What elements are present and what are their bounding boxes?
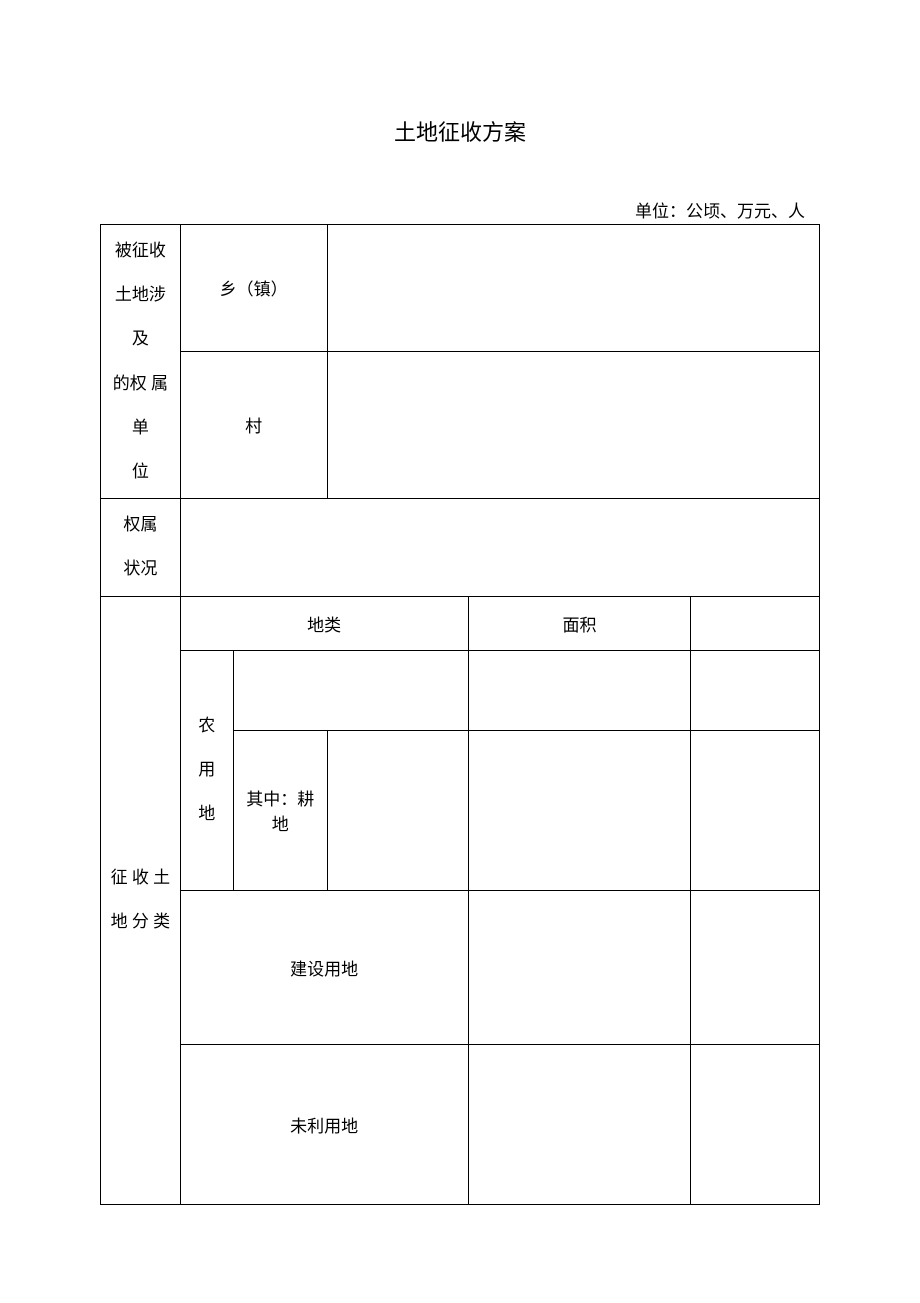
land-classification-label: 征 收 土 地 分 类 (101, 596, 181, 1204)
township-value (327, 225, 819, 352)
agri-row2-type: 其中：耕地 (233, 730, 327, 890)
ownership-status-value (180, 499, 819, 596)
area-header: 面积 (468, 596, 691, 650)
unit-label: 单位：公顷、万元、人 (100, 197, 820, 222)
table-row: 建设用地 (101, 890, 820, 1044)
agricultural-label: 农 用 地 (180, 650, 233, 890)
land-acquisition-table: 被征收 土地涉 及 的权 属单 位 乡（镇） 村 权属 状况 征 收 土 地 分 (100, 224, 820, 1205)
table-row: 农 用 地 (101, 650, 820, 730)
agri-row1-type (233, 650, 468, 730)
table-row: 未利用地 (101, 1044, 820, 1204)
construction-col3 (691, 890, 820, 1044)
landtype-header: 地类 (180, 596, 468, 650)
agri-row1-area (468, 650, 691, 730)
construction-label: 建设用地 (180, 890, 468, 1044)
col3-header (691, 596, 820, 650)
agri-row1-col3 (691, 650, 820, 730)
ownership-status-label: 权属 状况 (101, 499, 181, 596)
table-row: 村 (101, 351, 820, 498)
unused-label: 未利用地 (180, 1044, 468, 1204)
township-label: 乡（镇） (180, 225, 327, 352)
agri-row2-type-extra (327, 730, 468, 890)
table-row: 权属 状况 (101, 499, 820, 596)
village-label: 村 (180, 351, 327, 498)
table-row: 被征收 土地涉 及 的权 属单 位 乡（镇） (101, 225, 820, 352)
construction-area (468, 890, 691, 1044)
table-row: 征 收 土 地 分 类 地类 面积 (101, 596, 820, 650)
unused-area (468, 1044, 691, 1204)
agri-row2-col3 (691, 730, 820, 890)
unused-col3 (691, 1044, 820, 1204)
village-value (327, 351, 819, 498)
document-title: 土地征收方案 (0, 115, 920, 147)
agri-row2-area (468, 730, 691, 890)
owner-unit-label: 被征收 土地涉 及 的权 属单 位 (101, 225, 181, 499)
